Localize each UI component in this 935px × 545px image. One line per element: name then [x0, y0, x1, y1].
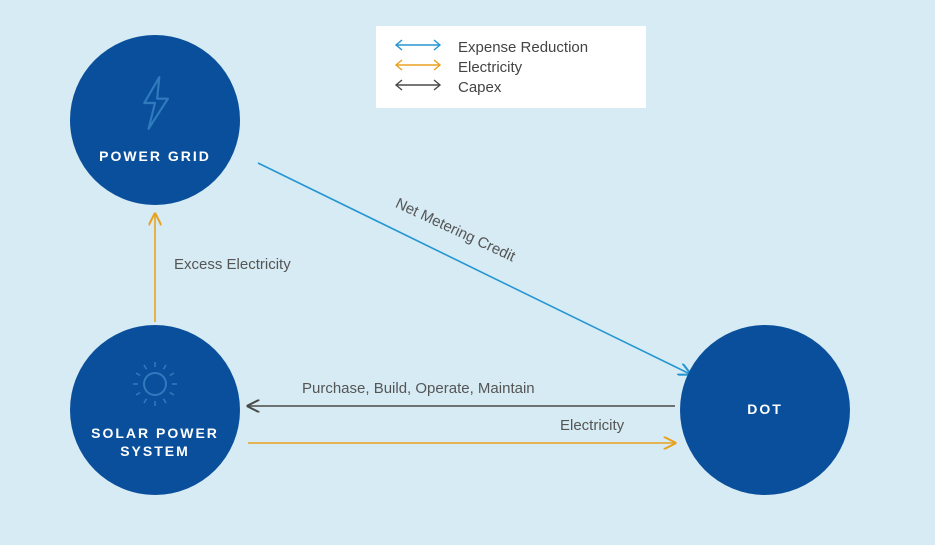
legend-arrow-capex	[390, 78, 446, 96]
legend-label: Electricity	[458, 59, 522, 76]
node-solar-power-system: SOLAR POWER SYSTEM	[70, 325, 240, 495]
node-label: SOLAR POWER SYSTEM	[91, 425, 219, 460]
edge-label-excess-electricity: Excess Electricity	[174, 256, 291, 273]
legend-label: Capex	[458, 79, 501, 96]
legend-item-capex: Capex	[390, 78, 616, 96]
legend-arrow-expense	[390, 38, 446, 56]
node-label: DOT	[747, 401, 783, 419]
legend-item-expense: Expense Reduction	[390, 38, 616, 56]
legend-arrow-electricity	[390, 58, 446, 76]
sun-icon	[131, 360, 179, 413]
node-label: POWER GRID	[99, 148, 211, 166]
legend-box: Expense Reduction Electricity Capex	[376, 26, 646, 108]
node-power-grid: POWER GRID	[70, 35, 240, 205]
edge-label-electricity: Electricity	[560, 417, 624, 434]
legend-item-electricity: Electricity	[390, 58, 616, 76]
edge-label-pbo: Purchase, Build, Operate, Maintain	[302, 380, 535, 397]
node-dot: DOT	[680, 325, 850, 495]
legend-label: Expense Reduction	[458, 39, 588, 56]
bolt-icon	[131, 75, 179, 136]
